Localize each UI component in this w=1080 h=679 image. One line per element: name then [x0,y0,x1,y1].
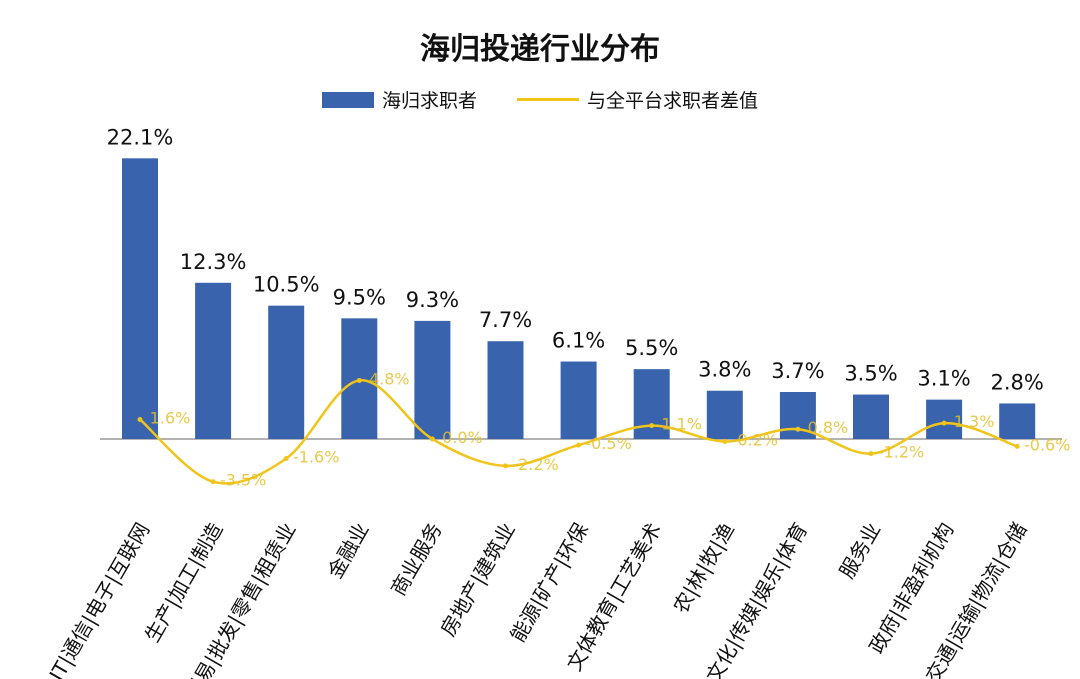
difference-value-label: 4.8% [369,369,410,388]
bar-value-label: 2.8% [991,370,1044,394]
difference-point [283,456,289,462]
category-label: 金融业 [323,519,374,583]
difference-value-label: -0.2% [732,430,778,449]
bar [706,390,743,439]
difference-point [795,426,801,432]
difference-point [941,420,947,426]
category-label: IT|通信|电子|互联网 [44,519,154,679]
legend-line-swatch [517,98,579,101]
difference-point [137,416,143,422]
chart-title: 海归投递行业分布 [420,32,660,67]
category-label: 房地产|建筑业 [436,519,520,641]
difference-value-label: -1.2% [878,443,924,462]
legend-label-bars: 海归求职者 [381,90,477,112]
difference-value-label: 0.8% [808,418,849,437]
bar [414,320,451,439]
category-label: 能源|矿产|环保 [505,519,593,647]
difference-value-label: -0.5% [585,434,631,453]
difference-point [210,479,216,485]
difference-value-label: -2.2% [512,455,558,474]
bar [195,282,232,439]
bar-value-label: 5.5% [625,336,678,360]
bar-value-label: 6.1% [552,329,605,353]
bar-value-label: 9.3% [406,288,459,312]
bar-value-label: 3.8% [698,358,751,382]
bar-value-label: 3.7% [771,359,824,383]
difference-value-label: 1.1% [661,415,702,434]
bar-value-label: 10.5% [253,273,320,297]
bar-value-label: 22.1% [107,125,174,149]
difference-value-label: -0.6% [1024,435,1070,454]
legend-bar-swatch [321,91,374,108]
difference-point [1014,443,1020,449]
bar-value-label: 3.1% [917,367,970,391]
bar [926,399,963,439]
difference-point [356,377,362,383]
legend-label-line: 与全平台求职者差值 [587,90,759,112]
bar [560,361,597,439]
bar [999,403,1036,439]
difference-point [576,442,582,448]
difference-value-label: 0.0% [442,428,483,447]
category-label: 商业服务 [386,519,447,600]
bar [853,394,889,439]
bar [122,158,158,439]
difference-point [503,463,508,469]
difference-value-label: 1.6% [150,408,191,427]
bar-value-label: 12.3% [180,250,247,274]
difference-point [429,436,435,442]
category-label: 服务业 [835,519,886,583]
difference-point [649,423,655,429]
bar-value-label: 3.5% [844,362,897,386]
difference-point [722,438,728,444]
bar-value-label: 7.7% [479,308,532,332]
difference-point [868,451,874,457]
difference-value-label: 1.3% [954,412,995,431]
difference-value-label: -3.5% [220,471,266,490]
category-label: 农|林|牧|渔 [668,519,739,618]
category-label: 生产|加工|制造 [140,519,228,647]
legend: 海归求职者 与全平台求职者差值 [0,86,1080,113]
bar-value-label: 9.5% [333,285,386,309]
bar [487,341,524,439]
bar [268,305,305,439]
legend-item-bars: 海归求职者 [321,86,477,113]
difference-value-label: -1.6% [293,448,339,467]
legend-item-line: 与全平台求职者差值 [517,86,758,113]
